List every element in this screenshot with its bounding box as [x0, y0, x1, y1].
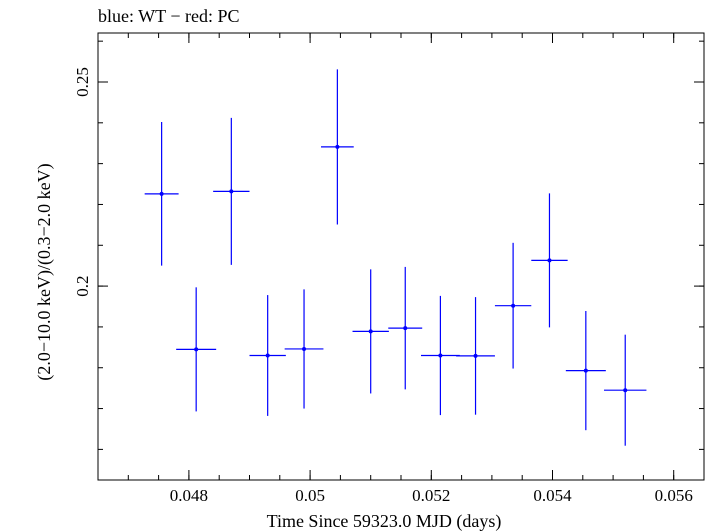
data-point	[388, 266, 423, 390]
data-marker	[511, 303, 516, 308]
x-tick-label: 0.052	[412, 486, 450, 505]
data-point	[249, 295, 286, 416]
data-marker	[547, 258, 552, 263]
data-marker	[159, 191, 164, 196]
data-marker	[403, 326, 408, 331]
data-point	[456, 297, 495, 415]
data-point	[531, 193, 568, 328]
data-marker	[473, 353, 478, 358]
x-axis-label: Time Since 59323.0 MJD (days)	[267, 511, 502, 532]
data-marker	[623, 388, 628, 393]
axis-ticks	[97, 33, 705, 480]
data-marker	[229, 189, 234, 194]
y-tick-label: 0.25	[73, 67, 92, 97]
data-point	[494, 242, 532, 369]
y-tick-label: 0.2	[73, 275, 92, 296]
x-tick-label: 0.05	[295, 486, 325, 505]
y-axis-label: (2.0−10.0 keV)/(0.3−2.0 keV)	[34, 163, 55, 380]
data-marker	[302, 346, 307, 351]
chart-title: blue: WT − red: PC	[98, 6, 239, 26]
data-point	[144, 121, 179, 266]
data-point	[565, 310, 606, 431]
data-marker	[438, 353, 443, 358]
data-points	[144, 69, 647, 446]
data-point	[213, 117, 250, 265]
x-tick-label: 0.054	[533, 486, 572, 505]
data-marker	[368, 329, 373, 334]
data-marker	[335, 144, 340, 149]
data-point	[420, 295, 460, 416]
tick-labels: 0.048 0.05 0.052 0.054 0.056 0.2 0.25	[73, 67, 693, 505]
data-marker	[194, 347, 199, 352]
x-tick-label: 0.048	[170, 486, 208, 505]
data-point	[284, 289, 324, 409]
data-marker	[265, 353, 270, 358]
plot-frame	[97, 32, 705, 481]
data-point	[604, 334, 647, 446]
data-point	[176, 287, 217, 412]
data-point	[321, 69, 354, 225]
data-marker	[583, 368, 588, 373]
x-tick-label: 0.056	[655, 486, 693, 505]
data-point	[352, 269, 389, 394]
